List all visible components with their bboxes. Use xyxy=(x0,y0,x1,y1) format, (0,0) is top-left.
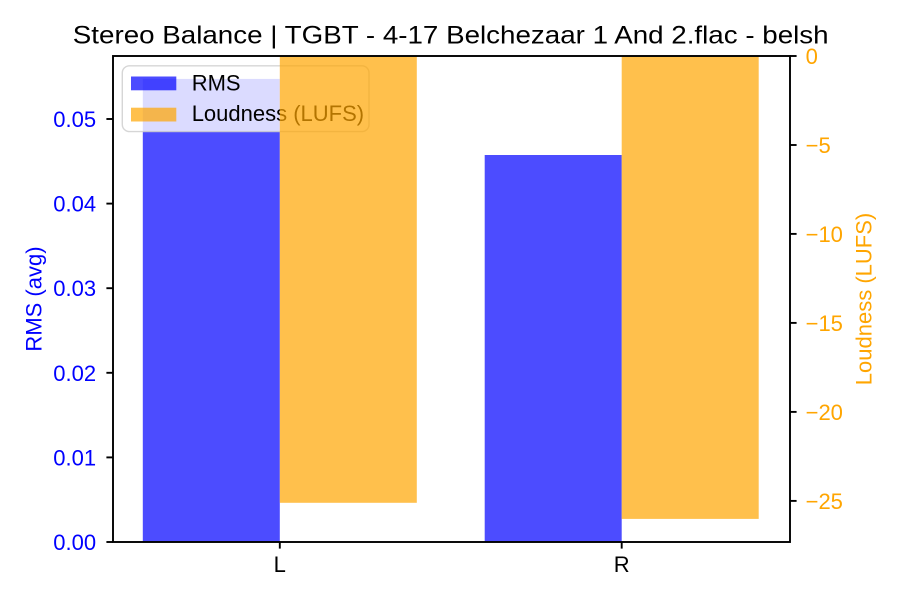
svg-text:0.05: 0.05 xyxy=(53,107,96,132)
svg-text:L: L xyxy=(274,552,286,577)
svg-text:0.02: 0.02 xyxy=(53,361,96,386)
svg-text:R: R xyxy=(614,552,630,577)
svg-text:Stereo Balance | TGBT - 4-17 B: Stereo Balance | TGBT - 4-17 Belchezaar … xyxy=(73,21,829,49)
svg-text:−20: −20 xyxy=(806,400,843,425)
svg-text:RMS (avg): RMS (avg) xyxy=(21,246,46,351)
svg-text:0: 0 xyxy=(806,44,818,69)
svg-text:RMS: RMS xyxy=(192,70,241,95)
svg-text:0.03: 0.03 xyxy=(53,276,96,301)
svg-text:−15: −15 xyxy=(806,311,843,336)
svg-text:0.00: 0.00 xyxy=(53,530,96,555)
svg-text:Loudness (LUFS): Loudness (LUFS) xyxy=(852,213,877,385)
svg-text:−25: −25 xyxy=(806,489,843,514)
svg-text:−5: −5 xyxy=(806,133,831,158)
svg-text:−10: −10 xyxy=(806,222,843,247)
svg-text:0.01: 0.01 xyxy=(53,445,96,470)
svg-text:0.04: 0.04 xyxy=(53,192,96,217)
